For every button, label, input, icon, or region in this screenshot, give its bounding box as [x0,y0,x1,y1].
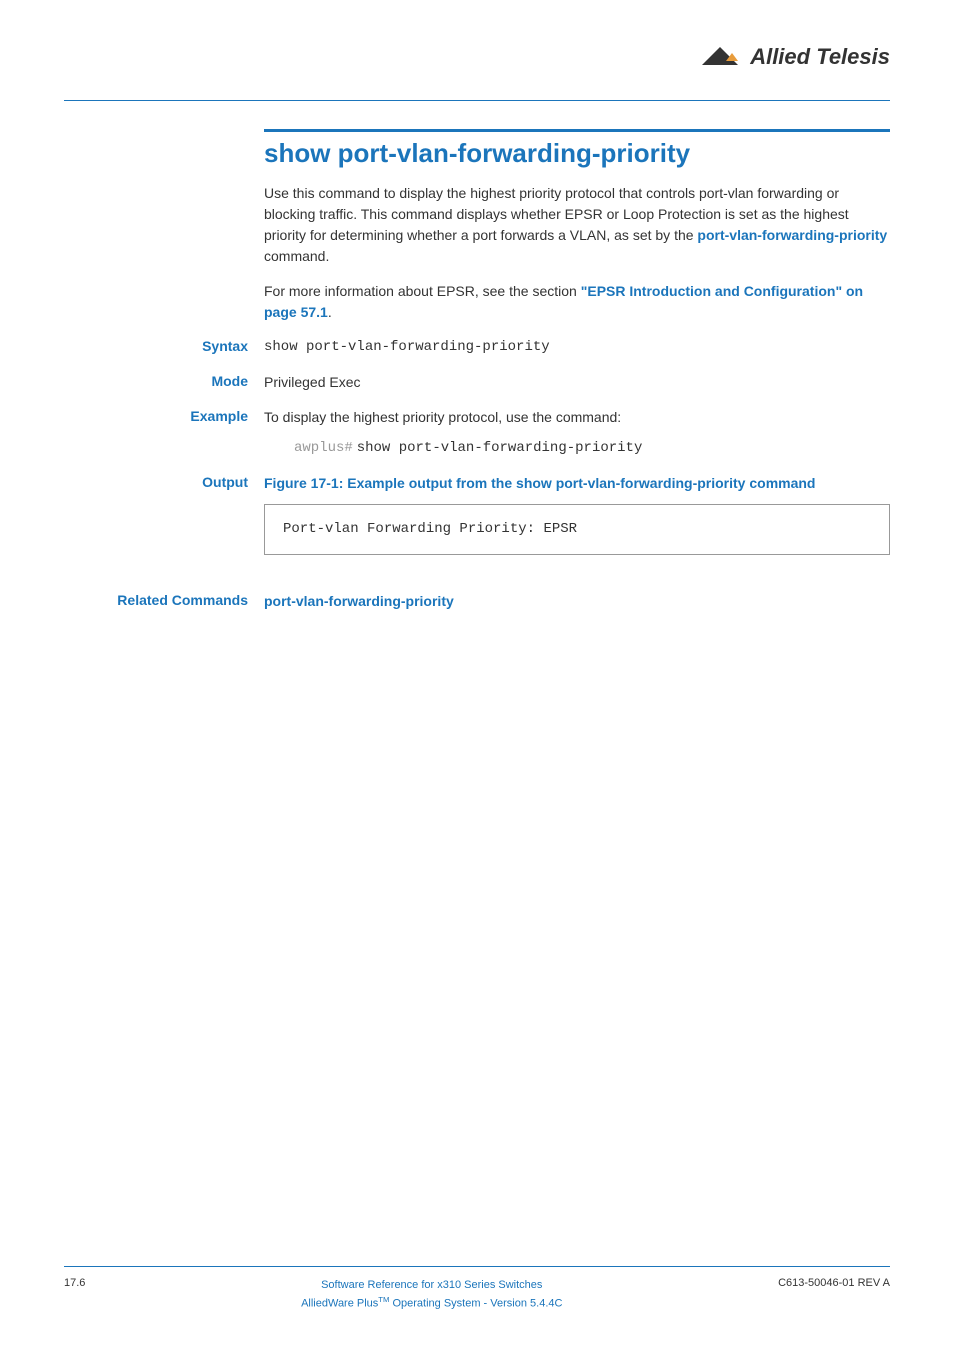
footer-doc-id: C613-50046-01 REV A [778,1277,890,1289]
intro-paragraph-1: Use this command to display the highest … [264,183,890,267]
syntax-label: Syntax [64,337,264,358]
footer-line-1: Software Reference for x310 Series Switc… [85,1277,778,1294]
header-rule [64,100,890,101]
footer-rule [64,1266,890,1267]
related-label: Related Commands [64,591,264,612]
mode-value: Privileged Exec [264,372,890,393]
example-command: show port-vlan-forwarding-priority [357,440,643,456]
output-box: Port-vlan Forwarding Priority: EPSR [264,504,890,555]
page-footer: 17.6 Software Reference for x310 Series … [64,1266,890,1312]
footer-page-number: 17.6 [64,1277,85,1289]
example-prompt: awplus# [294,440,353,456]
syntax-value: show port-vlan-forwarding-priority [264,337,890,358]
footer-line-2: AlliedWare PlusTM Operating System - Ver… [85,1294,778,1312]
command-title: show port-vlan-forwarding-priority [264,138,890,169]
related-link[interactable]: port-vlan-forwarding-priority [264,593,454,609]
section-rule [264,129,890,132]
brand-logo: Allied Telesis [702,44,890,70]
example-label: Example [64,407,264,459]
intro-paragraph-2: For more information about EPSR, see the… [264,281,890,323]
brand-text: Allied Telesis [750,44,890,70]
logo-triangle-icon [702,47,744,67]
output-label: Output [64,473,264,577]
output-caption: Figure 17-1: Example output from the sho… [264,473,890,494]
mode-label: Mode [64,372,264,393]
link-port-vlan-fwd[interactable]: port-vlan-forwarding-priority [697,227,887,243]
example-text: To display the highest priority protocol… [264,407,890,428]
